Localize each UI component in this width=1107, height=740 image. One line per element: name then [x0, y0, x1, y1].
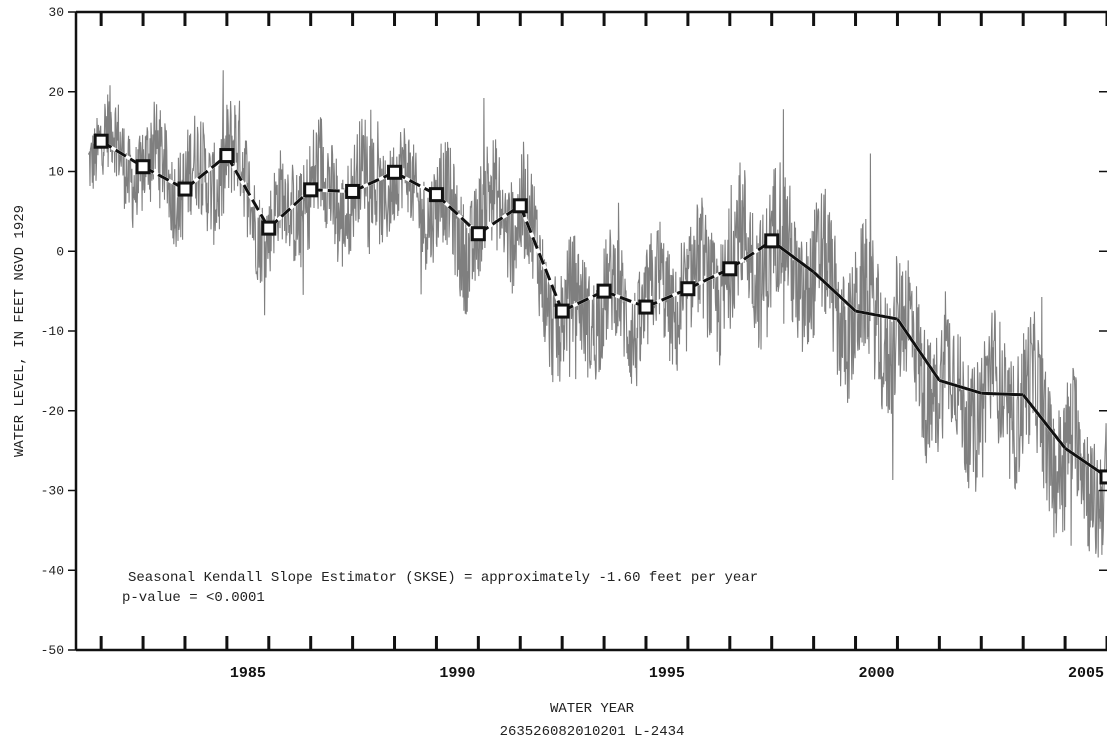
- median-point-marker: [345, 183, 361, 199]
- skse-annotation: Seasonal Kendall Slope Estimator (SKSE) …: [128, 570, 758, 586]
- x-tick-label: 1985: [230, 665, 266, 682]
- median-point-marker: [261, 220, 277, 236]
- median-segment: [812, 270, 857, 313]
- median-segment: [896, 318, 941, 382]
- median-point-marker: [387, 164, 403, 180]
- daily-water-level-trace: [88, 70, 1107, 558]
- x-tick-label: 2000: [858, 665, 894, 682]
- median-point-marker: [93, 133, 109, 149]
- median-point-marker: [135, 159, 151, 175]
- median-segment: [855, 309, 898, 321]
- plot-layer: [88, 70, 1107, 558]
- y-tick-label: 0: [56, 244, 64, 259]
- median-point-marker: [1099, 469, 1107, 485]
- median-point-marker: [470, 226, 486, 242]
- axis-layer: 1985 1990 1995 2000 2005 30 20 10 0 -10 -20 -30 -40 -…: [41, 5, 1107, 682]
- median-point-marker: [554, 303, 570, 319]
- y-tick-label: -20: [41, 404, 64, 419]
- y-tick-label: 10: [48, 165, 64, 180]
- y-tick-label: -10: [41, 324, 64, 339]
- median-segment: [225, 154, 271, 229]
- y-tick-label: -40: [41, 563, 64, 578]
- median-point-marker: [764, 233, 780, 249]
- median-point-marker: [219, 148, 235, 164]
- median-point-marker: [722, 261, 738, 277]
- median-point-marker: [638, 299, 654, 315]
- median-segment: [1021, 393, 1067, 450]
- y-tick-label: -50: [41, 643, 64, 658]
- y-tick-label: -30: [41, 484, 64, 499]
- y-axis-title: WATER LEVEL, IN FEET NGVD 1929: [12, 205, 28, 457]
- median-segment: [518, 205, 564, 312]
- p-value-annotation: p-value = <0.0001: [122, 590, 265, 606]
- median-point-marker: [303, 182, 319, 198]
- median-point-marker: [596, 283, 612, 299]
- median-segment: [938, 379, 982, 395]
- site-id-caption: 263526082010201 L-2434: [500, 724, 685, 740]
- y-tick-label: 30: [48, 5, 64, 20]
- median-point-marker: [680, 281, 696, 297]
- median-segment: [981, 391, 1024, 397]
- x-axis-title: WATER YEAR: [550, 701, 635, 717]
- median-point-marker: [428, 187, 444, 203]
- median-point-marker: [512, 198, 528, 214]
- x-tick-label: 2005: [1068, 665, 1104, 682]
- y-tick-label: 20: [48, 85, 64, 100]
- x-tick-label: 1990: [439, 665, 475, 682]
- median-point-marker: [177, 181, 193, 197]
- x-tick-label: 1995: [649, 665, 685, 682]
